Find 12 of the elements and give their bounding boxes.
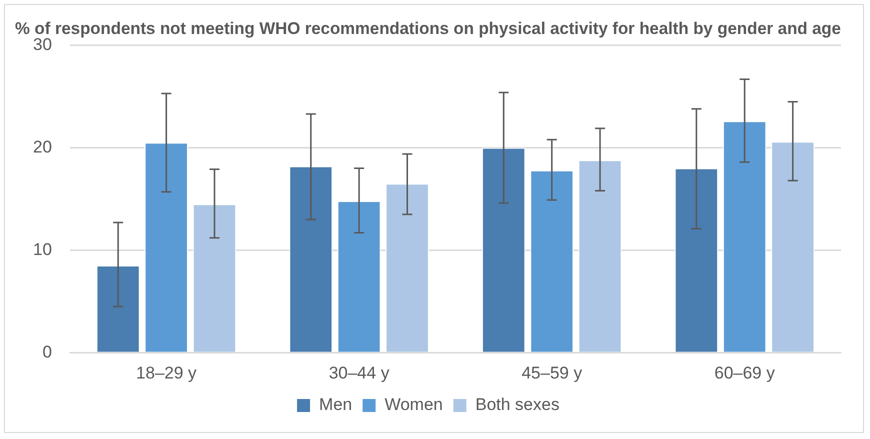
legend-label: Both sexes	[475, 395, 560, 414]
x-tick-label: 60–69 y	[714, 363, 776, 382]
y-tick-label: 30	[32, 35, 52, 54]
chart-title: % of respondents not meeting WHO recommendations on physical activity for health by gender and age	[15, 18, 841, 38]
legend-label: Men	[319, 395, 352, 414]
y-tick-label: 20	[32, 137, 52, 156]
legend-label: Women	[384, 395, 443, 414]
y-tick-label: 10	[32, 240, 52, 259]
x-tick-label: 18–29 y	[136, 363, 198, 382]
y-tick-label: 0	[42, 342, 52, 362]
x-tick-label: 45–59 y	[522, 363, 583, 382]
x-tick-label: 30–44 y	[328, 363, 390, 382]
